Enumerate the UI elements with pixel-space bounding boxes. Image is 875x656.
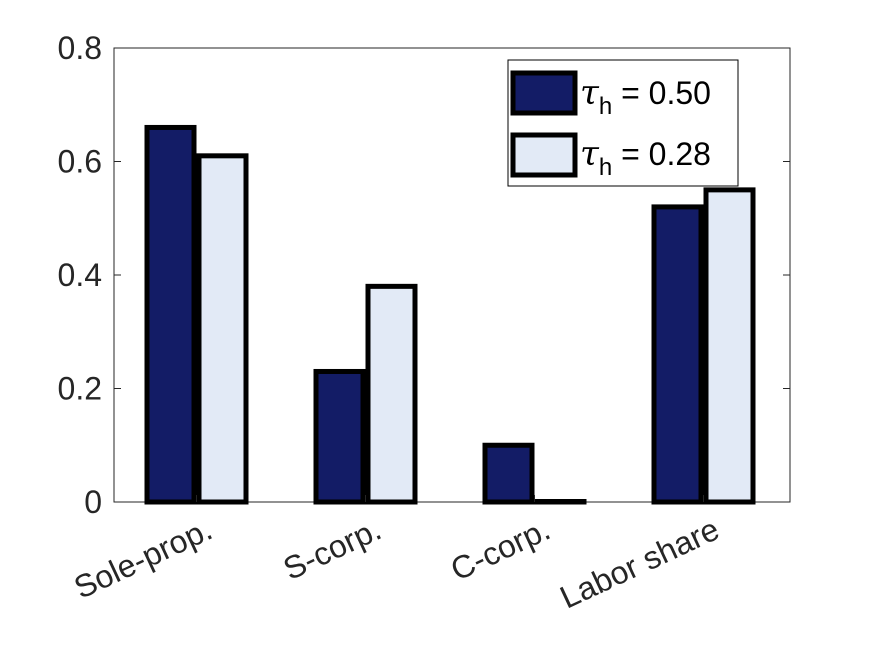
legend-value-2: = 0.28 bbox=[612, 136, 711, 172]
bar-labor-share-series-1 bbox=[651, 204, 704, 505]
bar-s-corp-series-2 bbox=[365, 283, 418, 505]
x-category-label: S-corp. bbox=[278, 511, 387, 587]
y-tick-label: 0.4 bbox=[58, 257, 102, 293]
legend: τh = 0.50 τh = 0.28 bbox=[507, 59, 739, 187]
bar-c-corp-series-1 bbox=[482, 442, 535, 505]
legend-label-2: τh = 0.28 bbox=[580, 134, 711, 181]
y-axis: 0 0.2 0.4 0.6 0.8 bbox=[58, 30, 790, 520]
legend-entry-2: τh = 0.28 bbox=[510, 132, 711, 181]
bar-c-corp-series-2 bbox=[534, 499, 587, 505]
legend-swatch-2 bbox=[510, 132, 578, 178]
legend-entry-1: τh = 0.50 bbox=[510, 70, 711, 120]
legend-label-1: τh = 0.50 bbox=[580, 73, 711, 120]
legend-subscript-2: h bbox=[599, 154, 612, 181]
y-tick-label: 0 bbox=[84, 484, 102, 520]
bar-s-corp-series-1 bbox=[313, 368, 366, 505]
legend-symbol-1: τ bbox=[580, 73, 600, 113]
legend-symbol-2: τ bbox=[580, 134, 600, 174]
legend-value-1: = 0.50 bbox=[612, 75, 711, 111]
x-axis: Sole-prop. S-corp. C-corp. Labor share bbox=[68, 495, 724, 616]
x-category-label: Labor share bbox=[554, 511, 724, 616]
legend-subscript-1: h bbox=[599, 93, 612, 120]
x-category-label: C-corp. bbox=[445, 511, 555, 588]
y-tick-label: 0.8 bbox=[58, 30, 102, 66]
bars-group bbox=[144, 124, 756, 505]
bar-sole-prop-series-1 bbox=[144, 124, 197, 505]
x-category-label: Sole-prop. bbox=[68, 511, 217, 606]
y-tick-label: 0.2 bbox=[58, 371, 102, 407]
bar-sole-prop-series-2 bbox=[196, 153, 249, 505]
bar-labor-share-series-2 bbox=[703, 187, 756, 505]
y-tick-label: 0.6 bbox=[58, 144, 102, 180]
legend-swatch-1 bbox=[510, 70, 578, 116]
